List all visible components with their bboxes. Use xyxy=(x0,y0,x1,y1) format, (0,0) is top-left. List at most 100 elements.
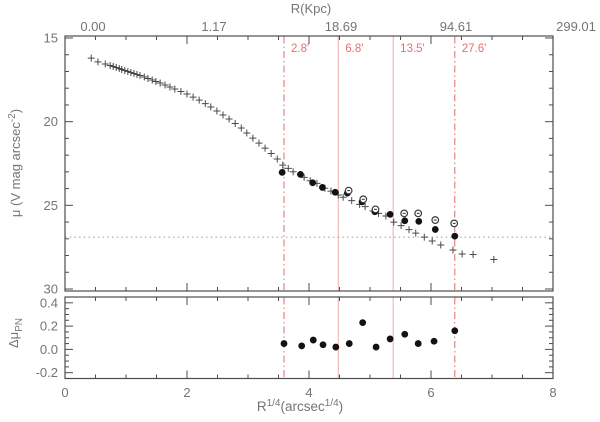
filled-circle-marker xyxy=(280,340,288,347)
plus-marker xyxy=(94,58,102,66)
filled-circle-marker xyxy=(401,217,409,225)
filled-circle-marker xyxy=(332,343,340,351)
filled-circle-marker xyxy=(331,188,339,196)
plus-marker xyxy=(458,250,466,258)
top-axis-tick-label: 1.17 xyxy=(201,19,226,34)
mu-axis-title: μ (V mag arcsec-2) xyxy=(7,109,23,217)
plus-marker xyxy=(261,144,269,152)
plus-marker xyxy=(237,124,245,132)
plus-marker xyxy=(166,83,174,91)
mu-tick-label: 20 xyxy=(44,114,58,129)
aperture-label: 2.8' xyxy=(291,43,309,55)
x-tick-label: 2 xyxy=(183,385,190,400)
plus-marker xyxy=(279,161,287,169)
plus-marker xyxy=(133,70,141,78)
plus-marker xyxy=(397,222,405,230)
filled-circle-marker xyxy=(345,340,353,347)
top-axis-tick-label: 299.01 xyxy=(556,19,596,34)
plus-marker xyxy=(243,129,251,137)
filled-circle-marker xyxy=(309,336,317,344)
plus-marker xyxy=(437,241,445,249)
plus-marker xyxy=(101,60,109,68)
residual-axis-title: ΔμPN xyxy=(6,318,25,348)
plus-marker xyxy=(127,68,135,76)
plus-marker xyxy=(428,237,436,245)
x-tick-label: 8 xyxy=(549,385,556,400)
filled-circle-marker xyxy=(278,168,286,176)
filled-circle-marker xyxy=(309,179,317,187)
plus-marker xyxy=(201,100,209,108)
plus-marker xyxy=(213,107,221,115)
plus-marker xyxy=(449,246,457,254)
plus-marker xyxy=(219,111,227,119)
filled-circle-marker xyxy=(298,342,306,350)
mu-tick-label: 30 xyxy=(44,281,58,296)
plus-marker xyxy=(405,226,413,234)
plus-marker xyxy=(152,78,160,86)
plus-marker xyxy=(390,218,398,226)
plus-marker xyxy=(225,115,233,123)
plus-marker xyxy=(469,251,477,259)
filled-circle-marker xyxy=(430,337,438,345)
aperture-label: 27.6' xyxy=(462,43,487,55)
plus-marker xyxy=(195,96,203,104)
x-tick-label: 6 xyxy=(427,385,434,400)
aperture-lines-group: 2.8' 6.8' 13.5' 27.6' xyxy=(283,36,487,378)
residual-tick-label: 0.2 xyxy=(40,319,58,334)
residual-panel-frame xyxy=(64,296,554,380)
plus-marker xyxy=(339,193,347,201)
mu-tick-label: 15 xyxy=(44,31,58,46)
residual-tick-label: -0.2 xyxy=(36,365,58,380)
residual-tick-label: 0.0 xyxy=(40,342,58,357)
filled-circle-marker xyxy=(415,217,423,225)
plus-marker xyxy=(124,67,132,75)
plus-marker xyxy=(130,69,138,77)
plus-marker xyxy=(109,62,117,70)
filled-circle-marker xyxy=(386,335,394,343)
plus-marker xyxy=(189,93,197,101)
plus-marker xyxy=(177,88,185,96)
plus-marker xyxy=(273,155,281,163)
series-delta-mu-pn xyxy=(280,319,459,351)
plus-marker xyxy=(249,134,257,142)
filled-circle-marker xyxy=(401,330,409,338)
plus-marker xyxy=(420,233,428,241)
plus-marker xyxy=(161,81,169,89)
plus-marker xyxy=(140,73,148,81)
filled-circle-marker xyxy=(319,184,326,191)
plus-marker xyxy=(171,85,179,93)
aperture-label: 6.8' xyxy=(345,43,363,55)
plus-marker xyxy=(156,79,164,87)
filled-circle-marker xyxy=(372,343,380,351)
filled-circle-marker xyxy=(414,340,422,347)
x-tick-label: 0 xyxy=(61,385,68,400)
plus-marker xyxy=(106,61,114,69)
mu-tick-label: 25 xyxy=(44,198,58,213)
aperture-label: 13.5' xyxy=(400,43,425,55)
filled-circle-marker xyxy=(386,210,394,218)
plus-marker xyxy=(118,65,126,73)
top-axis-tick-label: 94.61 xyxy=(440,19,473,34)
plus-marker xyxy=(289,168,297,176)
filled-circle-marker xyxy=(359,319,367,327)
plus-marker xyxy=(112,63,120,71)
axis-ticks-group xyxy=(64,36,554,379)
filled-circle-marker xyxy=(431,226,439,233)
x-axis-title: R1/4(arcsec1/4) xyxy=(257,398,343,414)
series-open-circles xyxy=(344,186,459,228)
plus-marker xyxy=(412,229,420,237)
residual-tick-label: 0.4 xyxy=(40,295,58,310)
plus-marker xyxy=(183,90,191,98)
plus-marker xyxy=(87,54,95,62)
plus-marker xyxy=(284,164,292,172)
plus-marker xyxy=(136,71,144,79)
plus-marker xyxy=(121,66,129,74)
main-panel-data xyxy=(87,54,498,264)
plus-marker xyxy=(231,120,239,128)
filled-circle-marker xyxy=(297,170,304,178)
plus-marker xyxy=(348,197,356,205)
axis-labels-group: 15 20 25 300.4 0.2 0.0 -0.20 2 4 6 8 0.00 1.17 18.69 9… xyxy=(36,19,596,400)
series-isophotal-photometry-plus xyxy=(87,54,498,264)
